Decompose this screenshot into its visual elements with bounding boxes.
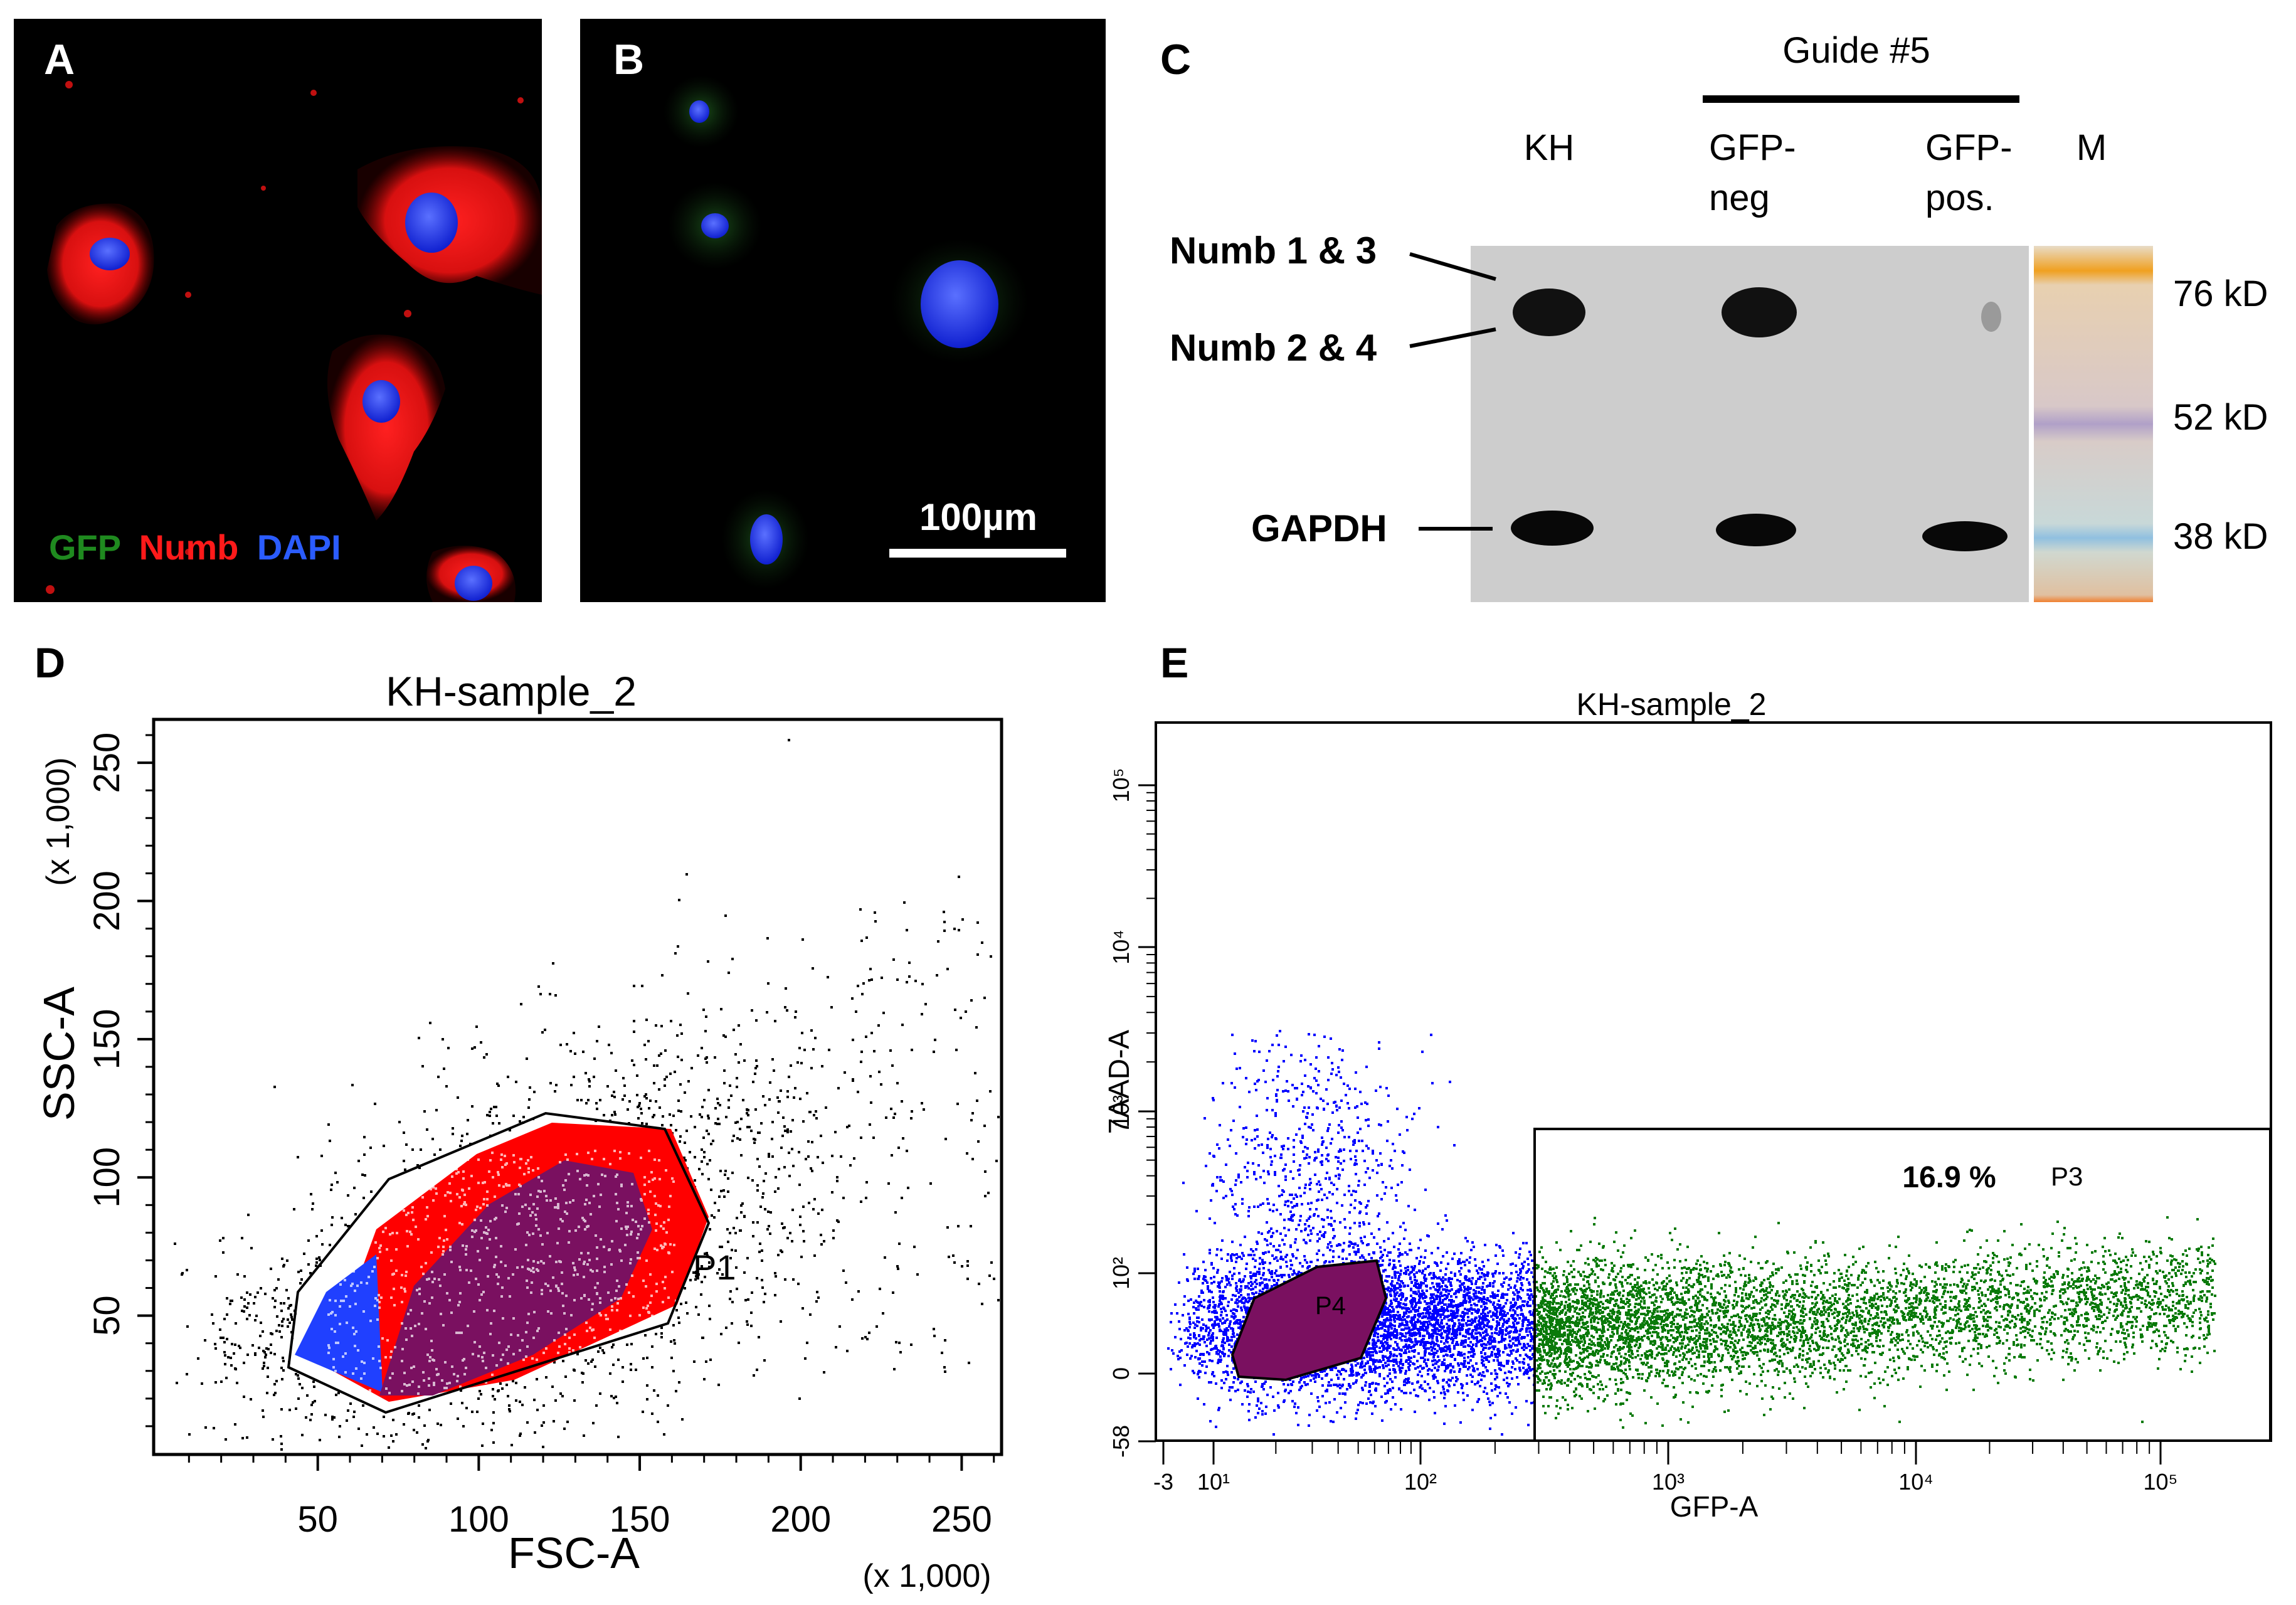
nucleus [701, 213, 729, 238]
panel-letter-e: E [1160, 639, 1188, 687]
guide-bracket [1703, 95, 2019, 103]
x-tick-label: 10³ [1652, 1469, 1685, 1495]
y-tick-label: 250 [87, 733, 127, 793]
x-tick-label: -3 [1153, 1469, 1173, 1495]
y-axis-label: 7AAD-A [1103, 1030, 1135, 1134]
y-tick-label: -58 [1108, 1425, 1134, 1458]
lane-label-gfp-neg: GFP- [1709, 127, 1796, 168]
lane-label-kh: KH [1524, 127, 1575, 168]
marker-label-38: 38 kD [2173, 516, 2268, 557]
band-label-numb13: Numb 1 & 3 [1170, 230, 1377, 272]
panel-letter-a: A [44, 36, 75, 83]
y-axis-unit: (x 1,000) [40, 757, 77, 886]
marker-ladder [2034, 246, 2153, 602]
blot-bands [1511, 287, 2008, 551]
scale-bar-label: 100µm [919, 496, 1037, 538]
x-tick-label: 100 [448, 1499, 509, 1540]
plot-title: KH-sample_2 [386, 668, 637, 714]
panel-letter-b: B [613, 36, 644, 83]
marker-label-52: 52 kD [2173, 397, 2268, 438]
scatter-points [174, 739, 1000, 1451]
x-tick-label: 200 [770, 1499, 831, 1540]
stain-legend: GFP Numb DAPI [49, 527, 341, 567]
guide-label: Guide #5 [1782, 30, 1930, 71]
plot-title: KH-sample_2 [1577, 687, 1767, 722]
y-axis-label: SSC-A [34, 987, 83, 1121]
y-tick-label: 100 [87, 1147, 127, 1208]
gate-percentage: 16.9 % [1902, 1161, 1996, 1194]
stain-label-gfp: GFP [49, 527, 120, 567]
panel-e: E KH-sample_2 P4 16.9 % P3 -3 10¹ 10² 10³ 10… [1103, 639, 2272, 1523]
x-axis-label: FSC-A [508, 1528, 640, 1577]
x-axis-ticks: 50 100 150 200 250 [188, 1454, 995, 1540]
y-tick-label: 10³ [1108, 1095, 1134, 1128]
y-tick-label: 50 [87, 1295, 127, 1336]
y-tick-label: 10⁴ [1108, 930, 1134, 965]
scale-bar [889, 549, 1066, 558]
nucleus [362, 380, 400, 423]
y-axis-ticks: -58 0 10² 10³ 10⁴ 10⁵ [1108, 768, 1156, 1458]
lane-label-m: M [2076, 127, 2107, 168]
x-tick-label: 10⁴ [1898, 1469, 1934, 1495]
panel-a: A GFP Numb DAPI [14, 19, 542, 602]
gate-label: P1 [693, 1247, 736, 1287]
gated-speckle [327, 1149, 677, 1395]
x-tick-label: 150 [610, 1499, 670, 1540]
gate-p4 [1230, 1259, 1388, 1382]
band-label-gapdh: GAPDH [1251, 507, 1387, 549]
nucleus [689, 100, 709, 123]
gate-label-p3: P3 [2051, 1162, 2083, 1191]
x-tick-label: 10⁵ [2144, 1469, 2178, 1495]
stain-label-numb: Numb [139, 527, 239, 567]
cell-3 [327, 334, 445, 521]
lane-label-gfp-neg-2: neg [1709, 177, 1770, 218]
y-axis-ticks: 50 100 150 200 250 [87, 733, 154, 1428]
panel-letter-d: D [34, 639, 65, 687]
x-axis-ticks: -3 10¹ 10² 10³ 10⁴ 10⁵ [1153, 1439, 2271, 1495]
nucleus [750, 514, 783, 564]
nucleus [921, 260, 998, 348]
band-label-numb24: Numb 2 & 4 [1170, 327, 1377, 369]
lane-label-gfp-pos-2: pos. [1925, 177, 1994, 218]
nucleus [90, 238, 130, 270]
event-dots-green [1535, 1216, 2216, 1429]
nucleus [405, 193, 458, 253]
y-tick-label: 150 [87, 1009, 127, 1069]
y-tick-label: 0 [1108, 1367, 1134, 1380]
nucleus [455, 566, 492, 601]
panel-letter-c: C [1160, 36, 1191, 83]
marker-label-76: 76 kD [2173, 273, 2268, 314]
y-tick-label: 10² [1108, 1257, 1134, 1290]
stain-label-dapi: DAPI [257, 527, 341, 567]
x-tick-label: 50 [297, 1499, 338, 1540]
y-tick-label: 200 [87, 871, 127, 931]
x-tick-label: 250 [931, 1499, 992, 1540]
x-tick-label: 10¹ [1197, 1469, 1230, 1495]
x-axis-unit: (x 1,000) [862, 1558, 991, 1594]
x-axis-label: GFP-A [1670, 1490, 1759, 1523]
gate-label-p4: P4 [1315, 1292, 1346, 1320]
nuclei-a [90, 193, 492, 601]
panel-b: B 100µm [580, 19, 1106, 602]
panel-c: C Guide #5 KH GFP- neg GFP- pos. M Numb … [1160, 30, 2268, 602]
lane-label-gfp-pos: GFP- [1925, 127, 2013, 168]
gate-p1 [287, 1111, 711, 1414]
y-tick-label: 10⁵ [1108, 768, 1134, 803]
x-tick-label: 10² [1404, 1469, 1437, 1495]
panel-d: D KH-sample_2 P1 50 100 150 200 250 50 100 150… [34, 639, 1003, 1594]
